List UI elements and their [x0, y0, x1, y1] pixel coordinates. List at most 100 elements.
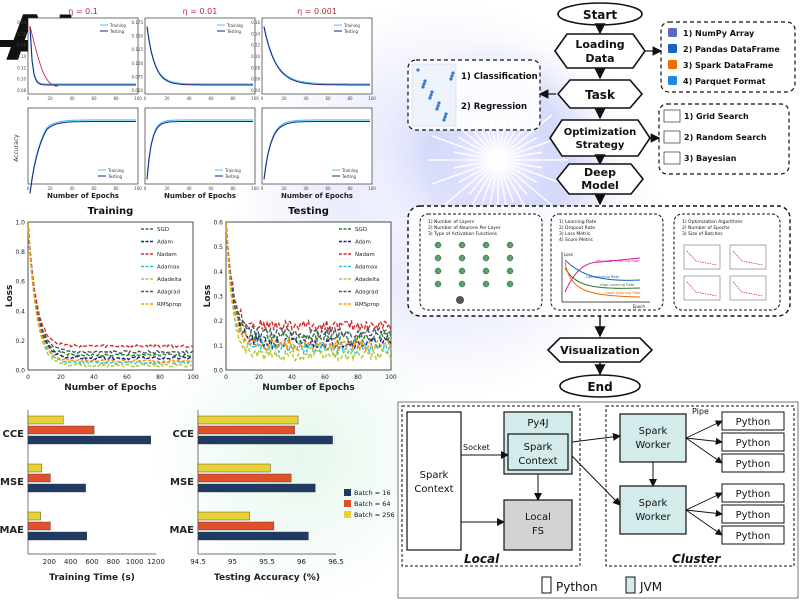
x-tick-label: 60	[91, 96, 97, 101]
worker-pipe-arrow	[685, 437, 723, 445]
starburst-ray	[497, 159, 553, 206]
legend-label: Testing	[226, 29, 242, 34]
loss-panel-frame	[27, 17, 139, 95]
testing-curve	[263, 26, 370, 86]
model-box2-item: 2) Dropout Rate	[559, 225, 595, 231]
scatter-point	[444, 112, 448, 116]
python-worker-label: Python	[736, 489, 771, 500]
data-formats-box	[660, 21, 796, 93]
legend-label: Training	[107, 168, 124, 173]
bar-1-1	[197, 473, 292, 483]
x-tick-label: 0	[144, 96, 147, 101]
loss-series-line	[27, 221, 194, 355]
deep-model-label: Deep	[584, 166, 616, 179]
starburst-ray	[497, 159, 565, 185]
training-curve	[146, 25, 253, 85]
bar-0-2	[27, 435, 151, 445]
training-accuracy-curve	[146, 119, 253, 179]
worker-label-1: Spark	[639, 498, 668, 509]
legend-label: Training	[226, 23, 243, 28]
x-tick-label: 20	[255, 374, 263, 381]
testing-accuracy-curve	[29, 121, 136, 194]
legend-label: Adadelta	[157, 277, 181, 283]
network-neuron	[482, 267, 490, 275]
legend-label: RMSprop	[157, 302, 182, 308]
category-label: MAE	[169, 525, 194, 536]
task-item: 1) Classification	[461, 72, 538, 82]
y-tick-label: 0.3	[213, 294, 223, 301]
starburst-ray	[443, 159, 499, 206]
pipe-label: Pipe	[692, 407, 709, 416]
x-tick-label: 60	[325, 186, 331, 191]
x-tick-label: 80	[113, 96, 119, 101]
lr-curve-good	[564, 261, 641, 298]
worker-label-2: Worker	[635, 512, 671, 523]
task-label: Task	[585, 88, 616, 102]
loss-series-line	[225, 221, 392, 356]
y-tick-label: 0.2	[213, 318, 223, 325]
legend-label: Adagrad	[157, 290, 180, 296]
mini-plot-line	[686, 250, 718, 266]
x-tick-label: 100	[251, 186, 259, 191]
network-neuron	[434, 241, 442, 249]
mini-plot-2	[683, 275, 721, 301]
x-tick-label: 20	[281, 186, 287, 191]
panel-title: η = 0.01	[183, 7, 218, 16]
y-tick-label: 0.20	[17, 20, 26, 25]
x-tick-label: 20	[164, 96, 170, 101]
loading-data-label-2: Data	[585, 52, 614, 65]
legend-label: Testing	[341, 174, 357, 179]
panel-title: η = 0.1	[68, 7, 98, 16]
legend-label: Nadam	[157, 252, 177, 258]
bar-2-1	[27, 521, 51, 531]
visualization-label: Visualization	[560, 344, 640, 357]
y-tick-label: 0.10	[251, 54, 260, 59]
x-tick-label: 0	[261, 96, 264, 101]
category-label: MSE	[0, 477, 24, 488]
bar-1-2	[27, 483, 86, 493]
network-neuron	[506, 241, 514, 249]
legend-label: Batch = 64	[354, 500, 391, 508]
x-tick-label: 100	[251, 96, 259, 101]
network-neuron	[506, 280, 514, 288]
scatter-point	[421, 85, 425, 89]
y-tick-label: 0.4	[15, 308, 25, 315]
driver-label-1: Spark	[420, 470, 449, 481]
loss-series-line	[225, 221, 392, 334]
legend-label: Testing	[109, 29, 125, 34]
model-box2-item: 1) Learning Rate	[559, 219, 597, 225]
x-tick-label: 100	[134, 186, 142, 191]
category-label: MSE	[170, 477, 194, 488]
scatter-point	[423, 79, 427, 83]
testing-curve	[29, 26, 136, 86]
x-tick-label: 400	[64, 558, 77, 566]
driver-spark-context	[406, 411, 462, 551]
x-axis-label: Number of Epochs	[47, 192, 119, 200]
bar-0-2	[197, 435, 333, 445]
x-tick-label: 95	[228, 558, 237, 566]
bar-0-1	[27, 425, 95, 435]
y-axis-label: Loss	[203, 285, 213, 308]
network-neuron	[458, 267, 466, 275]
x-tick-label: 60	[208, 96, 214, 101]
search-item: 1) Grid Search	[684, 112, 749, 121]
scatter-point	[449, 77, 453, 81]
python-worker-label: Python	[736, 510, 771, 521]
format-item: 4) Parquet Format	[683, 77, 766, 86]
x-tick-label: 100	[134, 96, 142, 101]
legend-label: Training	[341, 168, 358, 173]
network-neuron	[458, 254, 466, 262]
scatter-point	[436, 104, 440, 108]
y-tick-label: 0.10	[17, 77, 26, 82]
y-tick-label: 0.14	[17, 54, 26, 59]
local-fs-block	[503, 499, 573, 551]
legend-python-label: Python	[556, 580, 598, 594]
driver-label-2: Context	[414, 484, 453, 495]
python-worker-label: Python	[736, 417, 771, 428]
loss-series-line	[225, 221, 392, 363]
network-neuron	[434, 267, 442, 275]
x-tick-label: 100	[385, 374, 397, 381]
scatter-point	[451, 71, 455, 75]
